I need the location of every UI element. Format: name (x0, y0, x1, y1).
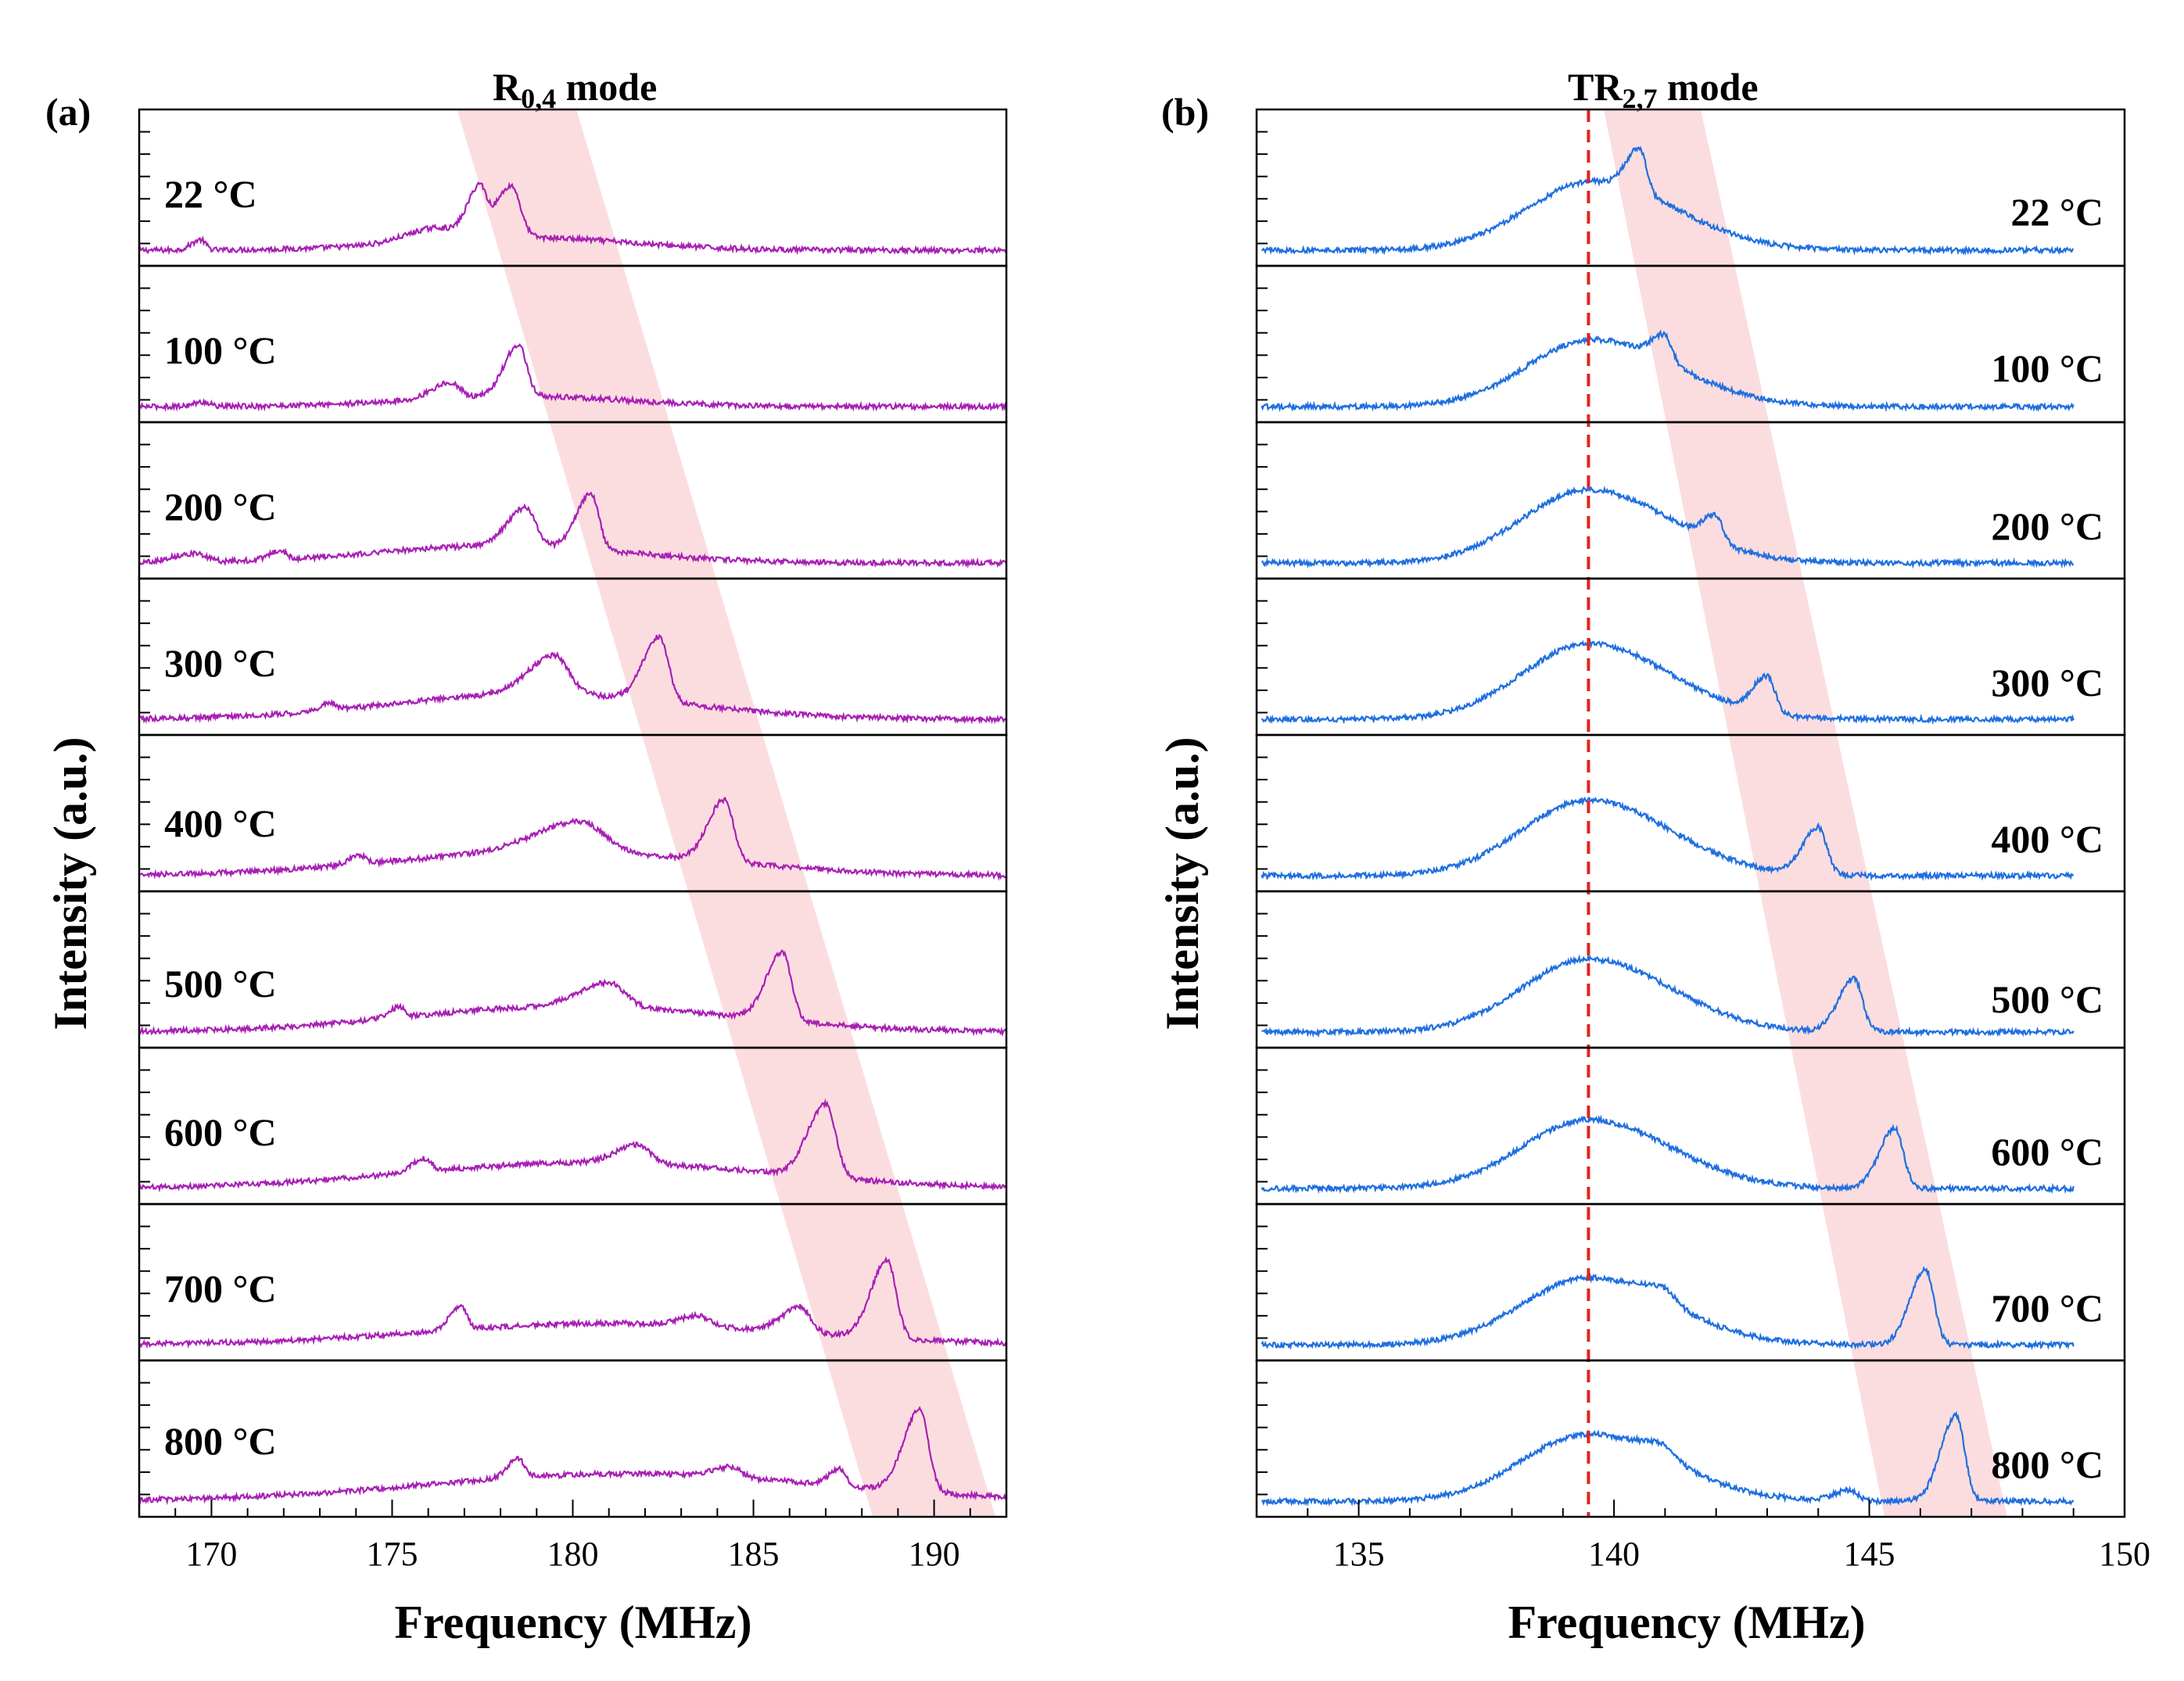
b-series-7 (1261, 1266, 2075, 1350)
panel-a-title: R0,4 mode (493, 65, 657, 114)
b-temp-label-8: 800 °C (1991, 1443, 2103, 1486)
a-series-6 (138, 1098, 1007, 1193)
b-xtick-label-140: 140 (1588, 1535, 1640, 1573)
b-row-frame-4 (1255, 733, 2126, 893)
b-temp-label-2: 200 °C (1991, 504, 2103, 548)
b-row-frame-6 (1255, 1046, 2126, 1206)
a-temp-label-4: 400 °C (164, 801, 277, 845)
b-row-frame-3 (1255, 577, 2126, 737)
b-series-4 (1261, 796, 2075, 882)
a-temp-label-8: 800 °C (164, 1419, 277, 1463)
b-series-1 (1261, 329, 2075, 413)
a-temp-label-3: 300 °C (164, 641, 277, 685)
panel-b-highlight-band (1604, 109, 2007, 1517)
a-series-7 (138, 1256, 1008, 1349)
b-series-6 (1261, 1114, 2075, 1195)
b-temp-label-3: 300 °C (1991, 661, 2103, 704)
a-series-1 (138, 342, 1008, 413)
a-series-5 (138, 949, 1008, 1037)
panel-b-label: (b) (1161, 90, 1209, 134)
b-series-5 (1261, 953, 2075, 1038)
panel-b-xlabel: Frequency (MHz) (1508, 1597, 1865, 1648)
b-series-0 (1261, 145, 2074, 256)
b-series-8 (1261, 1410, 2075, 1507)
a-xtick-label-190: 190 (909, 1535, 960, 1573)
a-band-polygon (457, 109, 996, 1517)
b-temp-label-5: 500 °C (1991, 977, 2103, 1021)
a-xtick-label-180: 180 (547, 1535, 599, 1573)
a-series-3 (138, 633, 1008, 725)
panel-b-title: TR2,7 mode (1568, 65, 1759, 114)
panel-a-ylabel: Intensity (a.u.) (45, 737, 96, 1030)
b-row-frame-7 (1255, 1203, 2126, 1362)
panel-b: (b) TR2,7 mode Intensity (a.u.) Frequenc… (1157, 65, 2150, 1648)
a-xtick-label-185: 185 (728, 1535, 780, 1573)
panel-b-ylabel: Intensity (a.u.) (1157, 737, 1208, 1030)
a-series-0 (138, 181, 1007, 256)
a-temp-label-7: 700 °C (164, 1267, 277, 1310)
a-temp-label-2: 200 °C (164, 485, 277, 529)
a-series-4 (138, 796, 1006, 881)
panel-a-label: (a) (45, 90, 91, 134)
panel-a-xlabel: Frequency (MHz) (394, 1597, 751, 1648)
b-row-frame-5 (1255, 890, 2126, 1049)
a-temp-label-1: 100 °C (164, 328, 277, 372)
a-series-8 (138, 1406, 1008, 1506)
b-series-3 (1261, 637, 2075, 726)
b-temp-label-0: 22 °C (2010, 190, 2103, 234)
a-xtick-label-170: 170 (185, 1535, 237, 1573)
b-xtick-label-145: 145 (1844, 1535, 1895, 1573)
b-xtick-label-150: 150 (2099, 1535, 2150, 1573)
panel-a: (a) R0,4 mode Intensity (a.u.) Frequency… (45, 65, 1008, 1648)
a-temp-label-0: 22 °C (164, 172, 257, 216)
b-temp-label-4: 400 °C (1991, 817, 2103, 861)
a-xtick-label-175: 175 (366, 1535, 418, 1573)
panel-a-highlight-band (457, 109, 996, 1517)
b-xtick-label-135: 135 (1333, 1535, 1385, 1573)
b-series-2 (1261, 485, 2075, 569)
a-temp-label-6: 600 °C (164, 1110, 277, 1154)
b-temp-label-6: 600 °C (1991, 1130, 2103, 1174)
b-row-frame-8 (1255, 1359, 2126, 1518)
a-series-2 (138, 491, 1007, 569)
a-temp-label-5: 500 °C (164, 962, 277, 1005)
b-temp-label-7: 700 °C (1991, 1286, 2103, 1330)
b-band-polygon (1604, 109, 2007, 1517)
b-temp-label-1: 100 °C (1991, 346, 2103, 390)
